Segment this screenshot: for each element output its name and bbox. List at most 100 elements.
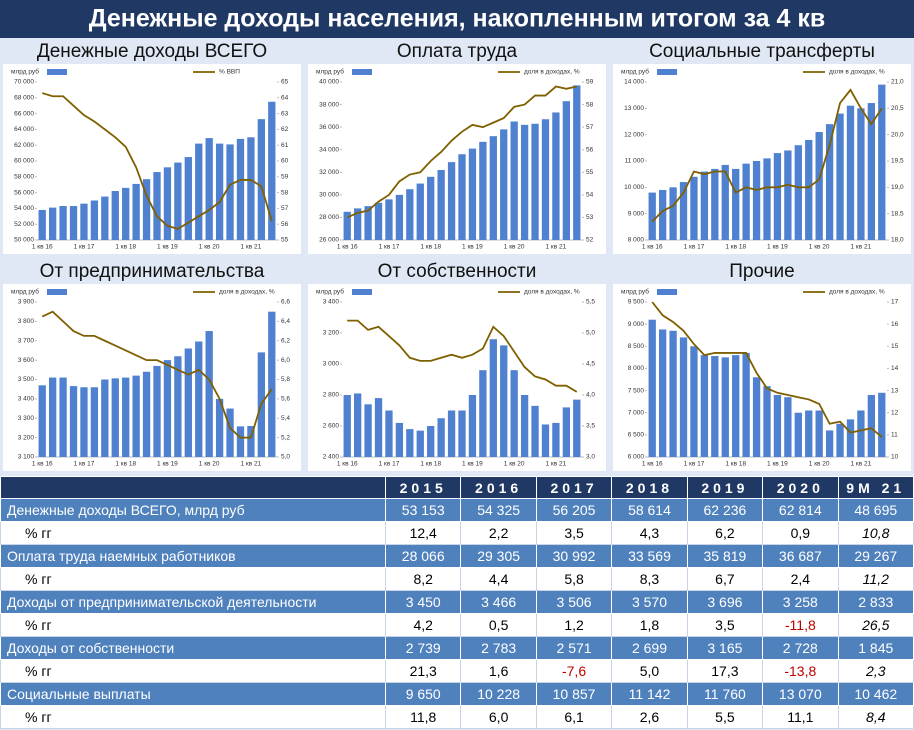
bar bbox=[184, 348, 192, 457]
y2-tick-label: 55 bbox=[586, 169, 594, 176]
year-header: 2017 bbox=[535, 476, 613, 499]
y-tick-label: 2 600 bbox=[323, 423, 340, 430]
bar bbox=[416, 183, 424, 240]
y-tick-label: 13 000 bbox=[624, 105, 644, 112]
bar bbox=[552, 112, 560, 240]
line-series bbox=[651, 88, 883, 223]
y-tick-label: 8 000 bbox=[628, 237, 645, 244]
bar bbox=[846, 105, 855, 240]
bar bbox=[395, 194, 404, 240]
y2-tick-label: 63 bbox=[281, 110, 289, 117]
cell: 2 833 bbox=[837, 590, 914, 614]
bar bbox=[385, 199, 393, 240]
y-tick-label: 7 500 bbox=[628, 387, 645, 394]
row-label: % гг bbox=[0, 613, 386, 637]
y2-tick-label: 5,5 bbox=[586, 299, 595, 306]
bar bbox=[447, 410, 456, 457]
cell: 11,8 bbox=[384, 705, 462, 729]
y-tick-label: 8 000 bbox=[628, 365, 645, 372]
x-tick-label: 1 кв 20 bbox=[809, 461, 830, 468]
bar bbox=[752, 161, 761, 240]
bar bbox=[215, 143, 224, 240]
cell: 3,5 bbox=[535, 521, 613, 545]
x-tick-label: 1 кв 21 bbox=[241, 461, 262, 468]
bar bbox=[763, 386, 771, 457]
x-tick-label: 1 кв 21 bbox=[546, 244, 567, 251]
y2-tick-label: 57 bbox=[586, 124, 594, 131]
bar bbox=[226, 408, 234, 457]
y2-tick-label: 21,0 bbox=[891, 79, 904, 86]
bar bbox=[195, 341, 203, 457]
y2-tick-label: 5,4 bbox=[281, 415, 290, 422]
cell: 8,2 bbox=[384, 567, 462, 591]
cell: 3 165 bbox=[686, 636, 764, 660]
y-tick-label: 3 700 bbox=[18, 337, 35, 344]
bar bbox=[721, 357, 729, 457]
x-tick-label: 1 кв 16 bbox=[32, 461, 53, 468]
y-tick-label: 3 800 bbox=[18, 318, 35, 325]
bar bbox=[669, 330, 677, 457]
bar bbox=[427, 176, 435, 240]
y-tick-label: 10 000 bbox=[624, 184, 644, 191]
bar bbox=[763, 158, 771, 240]
line-series bbox=[41, 310, 273, 439]
y2-tick-label: 58 bbox=[281, 189, 289, 196]
legend-label: млрд руб bbox=[11, 68, 39, 76]
bar bbox=[142, 371, 151, 457]
bar bbox=[174, 356, 182, 457]
x-tick-label: 1 кв 19 bbox=[462, 461, 483, 468]
y2-tick-label: 6,4 bbox=[281, 318, 290, 325]
cell: 56 205 bbox=[535, 498, 613, 522]
y2-tick-label: 12 bbox=[891, 409, 899, 416]
line-series bbox=[651, 301, 883, 438]
bar bbox=[700, 171, 709, 240]
table-row: % гг 11,8 6,0 6,1 2,6 5,5 11,1 8,4 bbox=[0, 705, 914, 729]
bar bbox=[531, 123, 539, 240]
cell: 6,1 bbox=[535, 705, 613, 729]
bar bbox=[531, 405, 539, 457]
bar bbox=[500, 345, 508, 457]
bar bbox=[773, 153, 782, 240]
cell: 10 228 bbox=[460, 682, 537, 706]
bar bbox=[364, 404, 372, 457]
bar bbox=[374, 398, 383, 457]
bar bbox=[174, 162, 182, 240]
x-tick-label: 1 кв 17 bbox=[684, 244, 705, 251]
bar bbox=[541, 119, 550, 240]
cell: 3 258 bbox=[762, 590, 839, 614]
y2-tick-label: 53 bbox=[586, 214, 594, 221]
cell: -7,6 bbox=[535, 659, 613, 683]
y2-tick-label: 18,0 bbox=[891, 237, 904, 244]
bar bbox=[815, 132, 823, 240]
cell: 2,3 bbox=[837, 659, 914, 683]
chart-panel bbox=[308, 284, 606, 471]
x-tick-label: 1 кв 16 bbox=[642, 461, 663, 468]
legend-label: доля в доходах, % bbox=[829, 69, 885, 76]
legend-label: доля в доходах, % bbox=[829, 289, 885, 296]
x-tick-label: 1 кв 18 bbox=[420, 461, 441, 468]
chart-title: От предпринимательства bbox=[40, 261, 265, 282]
cell: 2,2 bbox=[460, 521, 537, 545]
y2-tick-label: 5,2 bbox=[281, 434, 290, 441]
bar bbox=[247, 426, 255, 457]
row-label: Оплата труда наемных работников bbox=[0, 544, 386, 568]
y-tick-label: 3 100 bbox=[18, 454, 35, 461]
table-row: % гг 12,4 2,2 3,5 4,3 6,2 0,9 10,8 bbox=[0, 521, 914, 545]
cell: 48 695 bbox=[837, 498, 914, 522]
y-tick-label: 62 000 bbox=[14, 142, 34, 149]
chart-title: От собственности bbox=[378, 261, 537, 282]
bar bbox=[38, 385, 46, 457]
bar bbox=[458, 154, 466, 240]
chart-panel bbox=[613, 284, 911, 471]
cell: 3 696 bbox=[686, 590, 764, 614]
year-header: 9М 21 bbox=[837, 476, 914, 499]
bar bbox=[343, 211, 351, 240]
y2-tick-label: 52 bbox=[586, 237, 594, 244]
cell: 58 614 bbox=[611, 498, 688, 522]
bar bbox=[458, 410, 466, 457]
x-tick-label: 1 кв 20 bbox=[504, 244, 525, 251]
y2-tick-label: 11 bbox=[891, 432, 898, 439]
bar bbox=[510, 370, 518, 457]
y-tick-label: 36 000 bbox=[319, 124, 339, 131]
